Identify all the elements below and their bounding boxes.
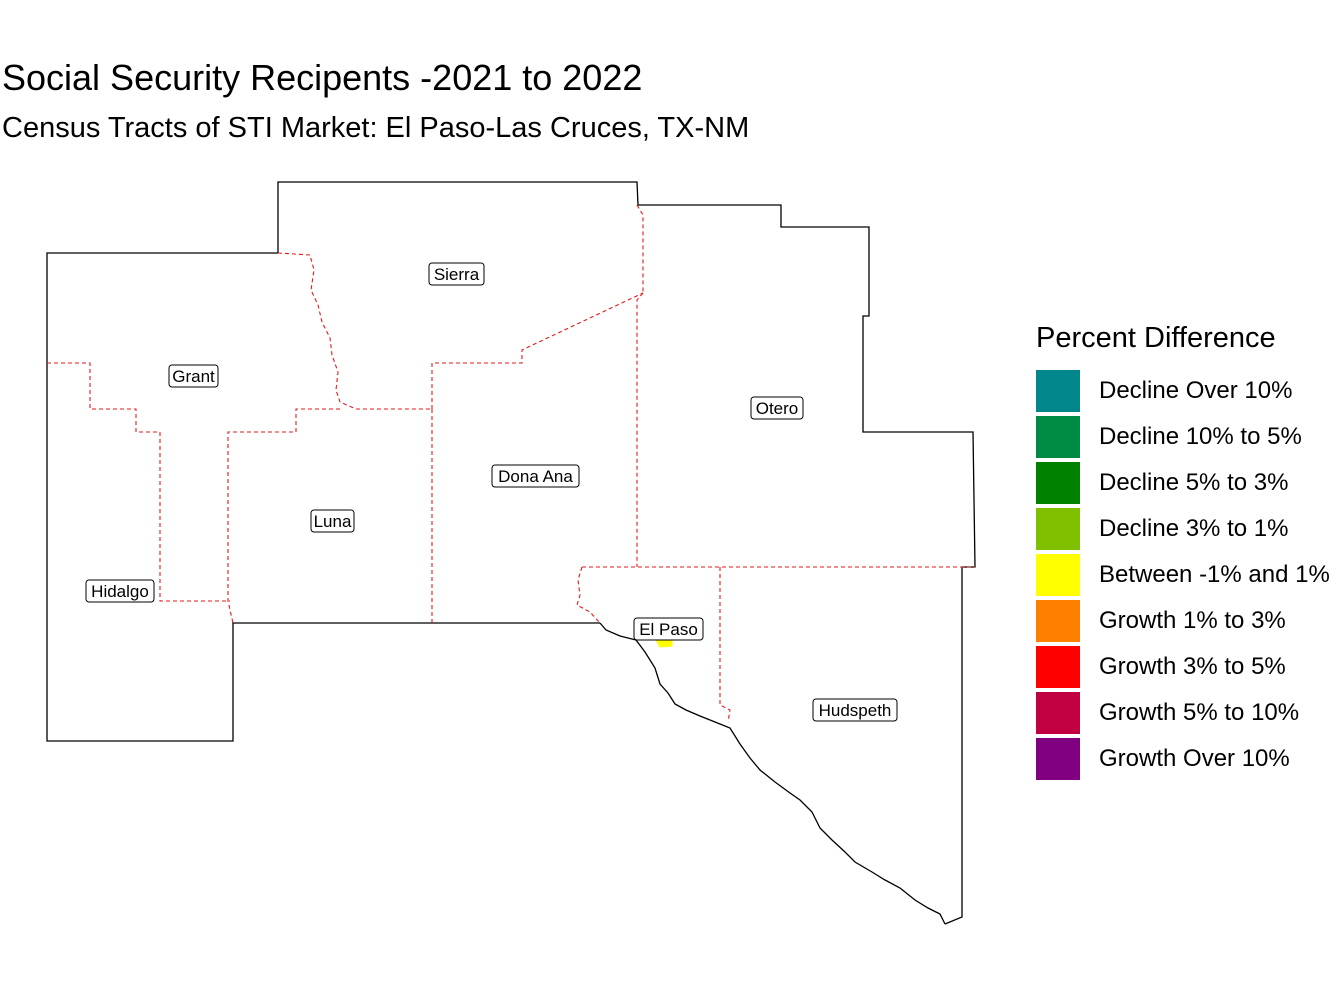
legend-item: Decline Over 10% <box>1036 370 1292 416</box>
legend-swatch <box>1036 462 1080 504</box>
legend-title: Percent Difference <box>1036 322 1276 354</box>
county-label-hudspeth: Hudspeth <box>812 698 898 722</box>
legend-label: Growth Over 10% <box>1099 745 1290 772</box>
legend-label: Growth 1% to 3% <box>1099 607 1286 634</box>
legend-swatch <box>1036 508 1080 550</box>
county-label-text: Hudspeth <box>819 701 892 720</box>
legend-label: Between -1% and 1% <box>1099 561 1330 588</box>
line-elpaso-hudspeth <box>719 567 731 723</box>
legend-items: Decline Over 10% Decline 10% to 5% Decli… <box>1036 370 1330 784</box>
legend-label: Decline 5% to 3% <box>1099 469 1289 496</box>
line-elpaso-nm <box>576 566 601 624</box>
county-label-text: Hidalgo <box>91 582 149 601</box>
legend-item: Decline 3% to 1% <box>1036 508 1288 554</box>
county-label-text: Otero <box>756 399 799 418</box>
county-label-text: Grant <box>172 367 215 386</box>
legend-label: Growth 5% to 10% <box>1099 699 1300 726</box>
legend-swatch <box>1036 370 1080 412</box>
county-label-luna: Luna <box>310 509 355 533</box>
map-subtitle: Census Tracts of STI Market: El Paso-Las… <box>2 112 750 144</box>
county-label-text: Sierra <box>434 265 480 284</box>
legend: Percent Difference Decline Over 10% Decl… <box>1036 320 1330 784</box>
legend-item: Growth 3% to 5% <box>1036 646 1286 692</box>
map-title: Social Security Recipents -2021 to 2022 <box>2 57 643 98</box>
legend-label: Growth 3% to 5% <box>1099 653 1286 680</box>
line-grant-luna <box>227 408 340 624</box>
county-label-otero: Otero <box>750 396 804 420</box>
legend-item: Growth 1% to 3% <box>1036 600 1286 646</box>
county-label-dona-ana: Dona Ana <box>491 464 580 488</box>
legend-item: Decline 10% to 5% <box>1036 416 1302 462</box>
county-label-el-paso: El Paso <box>633 617 704 641</box>
legend-swatch <box>1036 646 1080 688</box>
legend-label: Decline 3% to 1% <box>1099 515 1289 542</box>
line-grant-hidalgo <box>47 362 230 602</box>
county-label-hidalgo: Hidalgo <box>85 579 155 603</box>
line-sierra-dona-ana <box>431 292 644 409</box>
county-label-grant: Grant <box>168 364 219 388</box>
legend-swatch <box>1036 692 1080 734</box>
line-grant-sierra <box>277 252 432 410</box>
line-dona-ana-otero <box>636 292 644 567</box>
legend-item: Growth 5% to 10% <box>1036 692 1299 738</box>
county-label-text: Dona Ana <box>498 467 573 486</box>
legend-swatch <box>1036 600 1080 642</box>
legend-label: Decline 10% to 5% <box>1099 423 1302 450</box>
legend-item: Decline 5% to 3% <box>1036 462 1288 508</box>
line-sierra-otero <box>636 204 644 293</box>
legend-item: Growth Over 10% <box>1036 738 1290 784</box>
county-label-text: Luna <box>314 512 352 531</box>
county-label-sierra: Sierra <box>428 262 485 286</box>
boundary-rio-grande <box>599 622 946 925</box>
legend-swatch <box>1036 416 1080 458</box>
county-label-text: El Paso <box>639 620 698 639</box>
legend-label: Decline Over 10% <box>1099 377 1293 404</box>
legend-swatch <box>1036 738 1080 780</box>
legend-item: Between -1% and 1% <box>1036 554 1330 600</box>
legend-swatch <box>1036 554 1080 596</box>
boundary-nm-west <box>46 252 600 742</box>
boundary-north <box>277 181 976 925</box>
